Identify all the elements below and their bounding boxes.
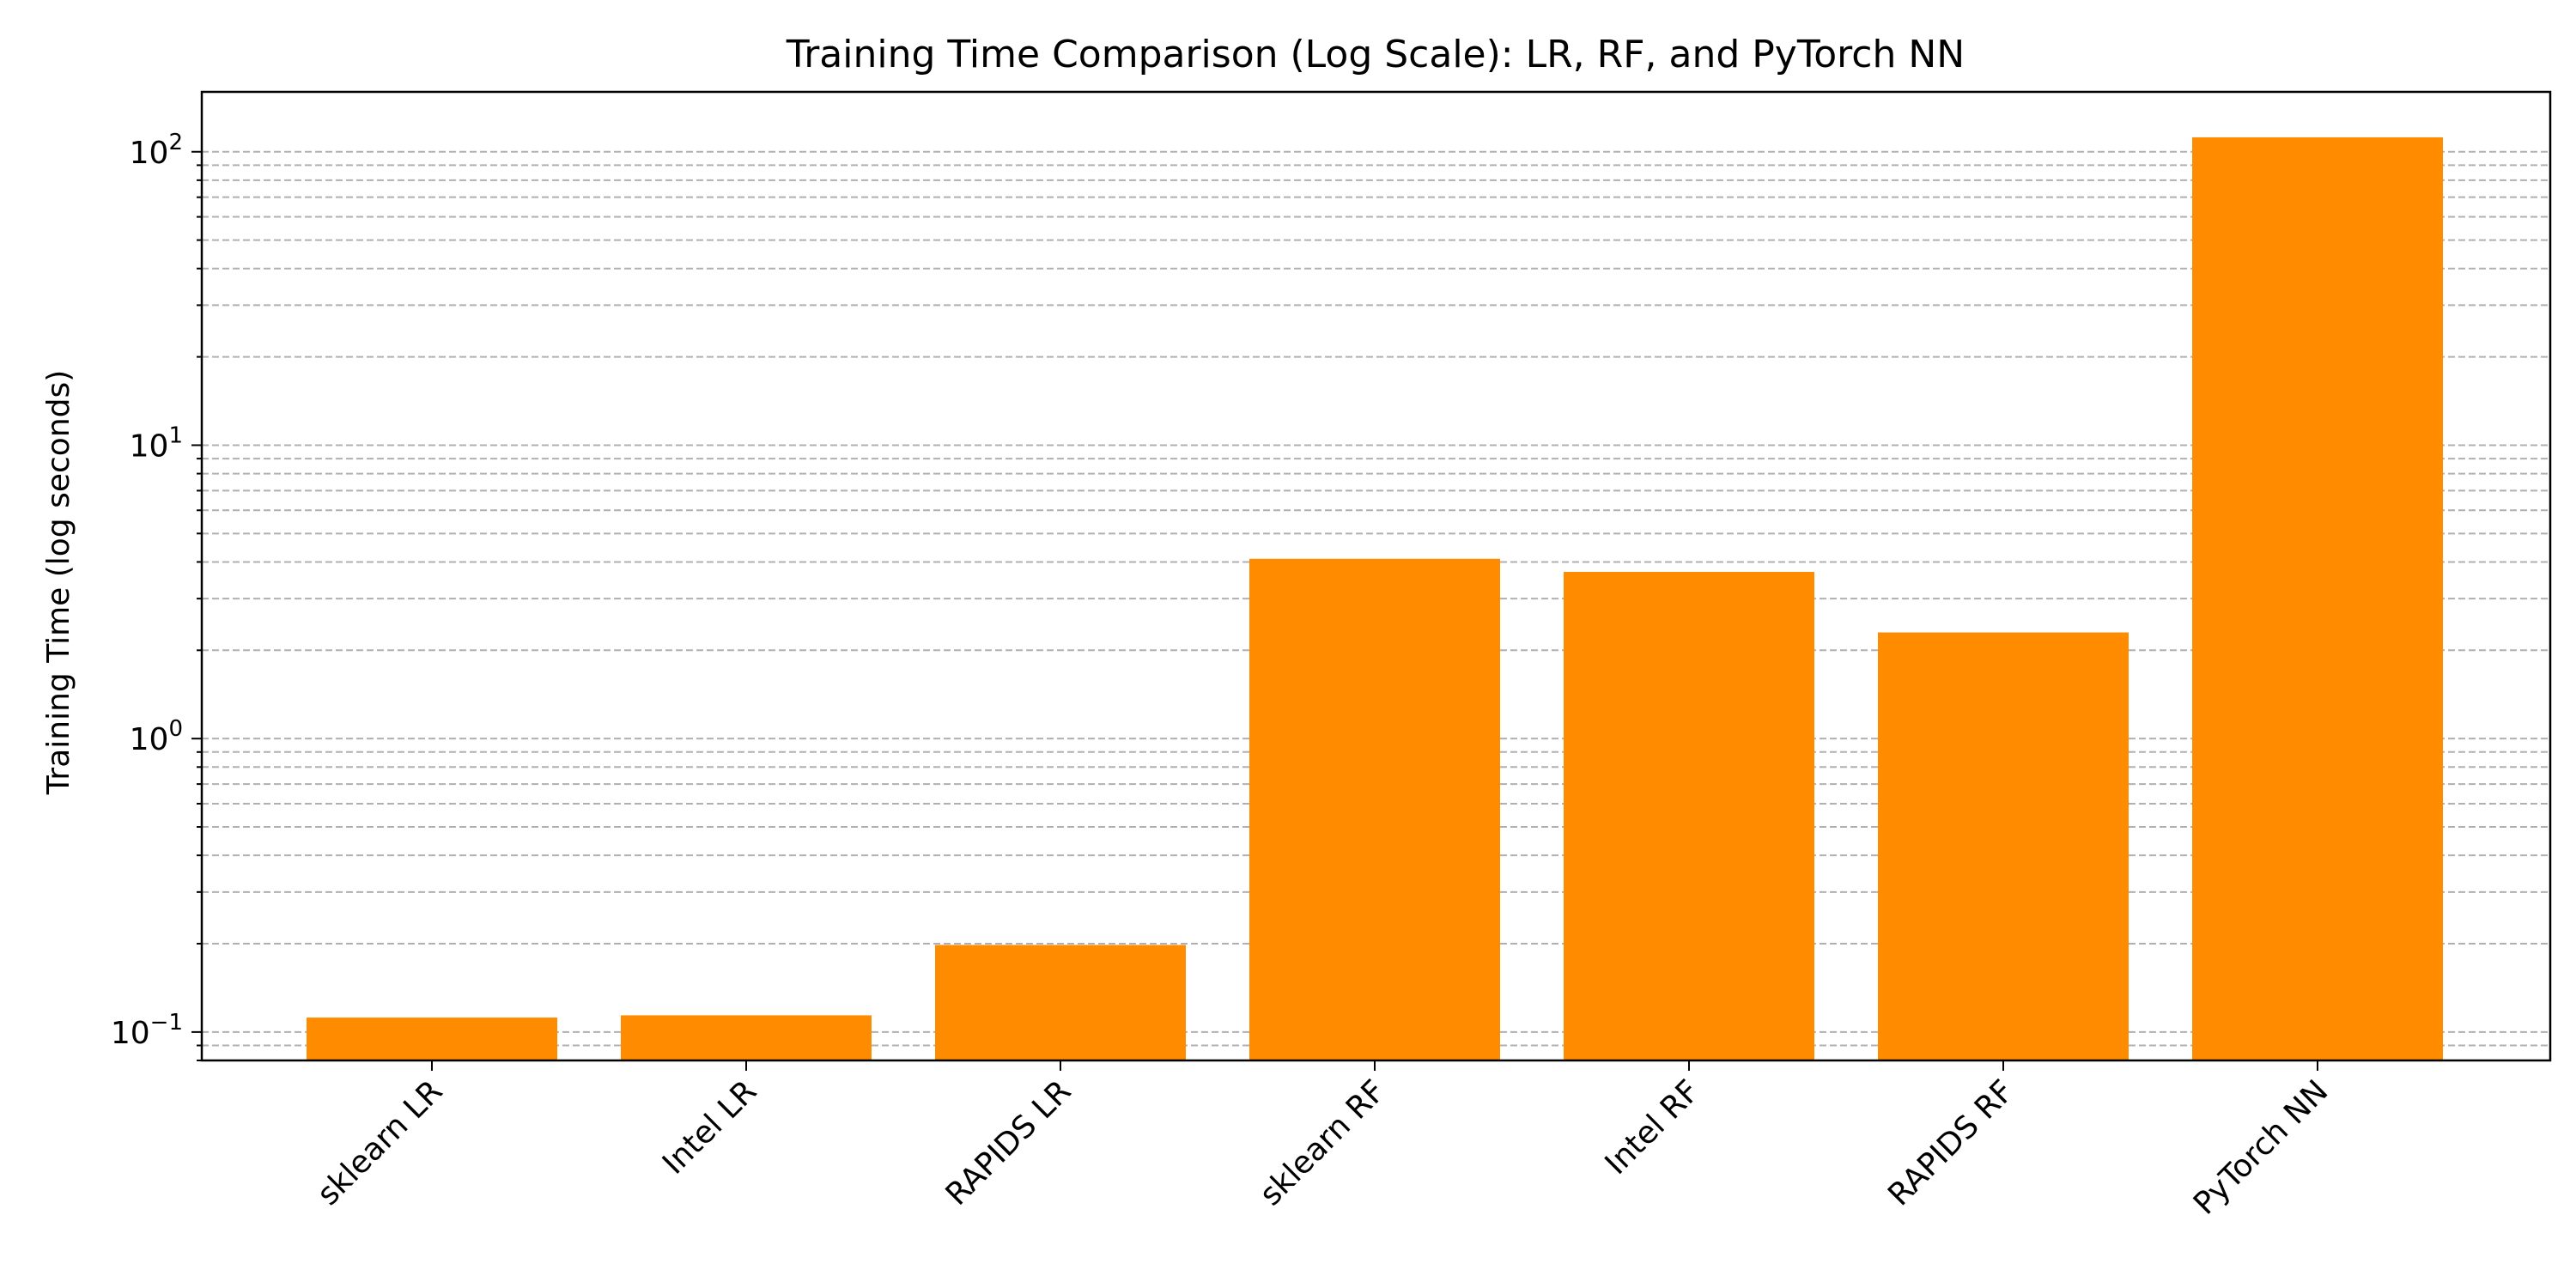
y-tick-label: 101 — [130, 422, 183, 464]
x-axis-ticks: sklearn LR Intel LR RAPIDS LR sklearn RF Int… — [311, 1060, 2335, 1222]
x-tick-label: PyTorch NN — [2187, 1073, 2335, 1221]
y-axis-ticks: 10−1 100 101 102 — [111, 130, 202, 1061]
x-tick-label: sklearn LR — [311, 1073, 449, 1212]
y-tick-label: 102 — [130, 130, 183, 171]
y-axis-label: Training Time (log seconds) — [41, 370, 76, 796]
x-tick-label: RAPIDS LR — [939, 1073, 1078, 1212]
y-tick-label: 10−1 — [111, 1010, 183, 1051]
x-tick-label: Intel LR — [656, 1073, 763, 1181]
bar-intel-lr — [621, 1015, 872, 1060]
bar-rapids-lr — [935, 945, 1186, 1060]
bars — [307, 137, 2443, 1061]
bar-intel-rf — [1564, 572, 1814, 1060]
x-tick-label: Intel RF — [1599, 1073, 1707, 1182]
bar-rapids-rf — [1878, 632, 2129, 1060]
y-tick-label: 100 — [130, 716, 183, 757]
x-tick-label: sklearn RF — [1253, 1073, 1392, 1212]
bar-pytorch-nn — [2192, 137, 2443, 1061]
chart-title: Training Time Comparison (Log Scale): LR… — [786, 33, 1965, 76]
plot-frame — [200, 90, 2552, 1062]
bar-sklearn-rf — [1249, 558, 1500, 1060]
bar-sklearn-lr — [307, 1018, 557, 1060]
x-tick-label: RAPIDS RF — [1881, 1073, 2020, 1212]
